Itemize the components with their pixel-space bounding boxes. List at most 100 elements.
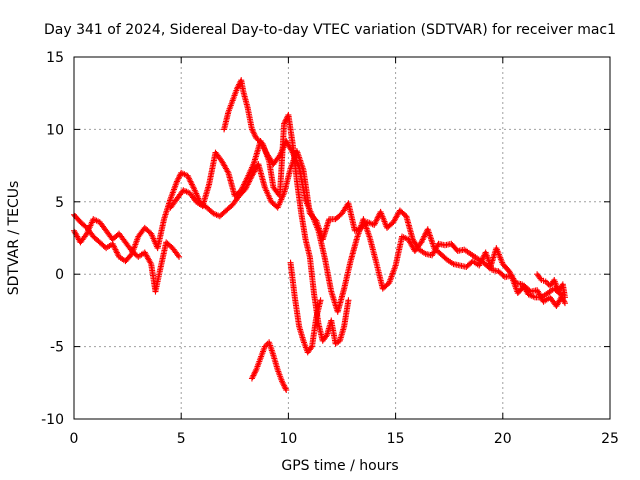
data-point-marker <box>184 172 191 179</box>
plot-frame <box>73 56 611 420</box>
data-point-marker <box>243 175 250 182</box>
data-point-marker <box>280 381 287 388</box>
data-point-marker <box>190 184 197 191</box>
data-point-marker <box>282 117 289 124</box>
y-tick-label: 0 <box>55 267 64 283</box>
data-point-marker <box>175 175 182 182</box>
data-point-marker <box>239 184 246 191</box>
data-point-marker <box>561 300 568 307</box>
data-point-marker <box>537 275 544 282</box>
data-point-marker <box>281 384 288 391</box>
data-point-marker <box>419 236 426 243</box>
data-point-marker <box>279 379 286 386</box>
data-point-marker <box>111 243 118 250</box>
data-point-marker <box>241 179 248 186</box>
data-point-marker <box>109 240 116 247</box>
data-point-marker <box>235 82 242 89</box>
data-point-marker <box>479 256 486 263</box>
data-point-marker <box>282 385 289 392</box>
data-point-marker <box>173 178 180 185</box>
data-point-marker <box>241 181 248 188</box>
y-tick-label: 10 <box>46 122 64 138</box>
data-point-marker <box>251 371 258 378</box>
y-tick-label: -10 <box>41 412 64 428</box>
data-point-marker <box>421 232 428 239</box>
data-point-marker <box>251 369 258 376</box>
data-point-marker <box>249 374 256 381</box>
data-point-marker <box>174 252 181 259</box>
data-point-marker <box>112 246 119 253</box>
data-point-marker <box>248 126 255 133</box>
chart-title: Day 341 of 2024, Sidereal Day-to-day VTE… <box>44 22 616 38</box>
data-point-marker <box>176 253 183 260</box>
data-point-marker <box>188 181 195 188</box>
data-point-marker <box>420 235 427 241</box>
data-point-marker <box>185 174 192 181</box>
x-tick-label: 25 <box>601 431 619 447</box>
y-tick-label: 5 <box>55 195 64 211</box>
data-point-marker <box>307 345 314 352</box>
data-point-marker <box>476 262 483 269</box>
data-point-marker <box>110 242 117 249</box>
data-point-marker <box>372 219 379 226</box>
data-point-marker <box>174 177 181 184</box>
data-point-marker <box>251 132 258 139</box>
data-point-marker <box>113 249 120 256</box>
data-point-marker <box>479 255 486 262</box>
data-point-marker <box>476 261 483 268</box>
y-tick-label: 15 <box>46 50 64 66</box>
data-point-marker <box>238 187 245 194</box>
data-point-marker <box>186 175 193 182</box>
data-point-marker <box>176 172 183 179</box>
data-point-marker <box>251 130 258 137</box>
x-tick-label: 15 <box>387 431 405 447</box>
data-point-marker <box>82 232 89 239</box>
data-point-marker <box>281 119 288 126</box>
data-point-marker <box>542 278 549 285</box>
data-point-marker <box>147 259 154 266</box>
data-point-marker <box>224 168 231 175</box>
data-point-marker <box>345 297 352 304</box>
data-point-marker <box>189 182 196 189</box>
data-point-marker <box>250 129 257 136</box>
data-point-marker <box>176 174 183 181</box>
data-point-marker <box>278 378 285 385</box>
data-point-marker <box>478 258 485 265</box>
data-point-marker <box>249 127 256 134</box>
data-markers <box>71 77 568 394</box>
data-point-marker <box>252 368 259 375</box>
data-point-marker <box>186 177 193 184</box>
data-point-marker <box>317 297 324 304</box>
data-point-marker <box>281 120 288 127</box>
data-point-marker <box>374 214 381 221</box>
data-point-marker <box>418 239 425 246</box>
data-point-marker <box>322 333 329 340</box>
data-point-marker <box>111 245 118 252</box>
data-point-marker <box>113 248 120 255</box>
data-point-marker <box>371 221 378 228</box>
data-point-marker <box>561 298 568 305</box>
data-point-marker <box>248 375 255 382</box>
data-point-marker <box>188 179 195 186</box>
x-tick-label: 10 <box>279 431 297 447</box>
y-tick-label: -5 <box>50 340 64 356</box>
data-point-marker <box>419 237 426 244</box>
data-point-marker <box>187 178 194 185</box>
data-point-marker <box>243 177 250 184</box>
data-point-marker <box>233 85 240 92</box>
data-point-marker <box>561 294 568 301</box>
data-point-marker <box>238 185 245 192</box>
data-point-marker <box>421 233 428 240</box>
data-point-marker <box>250 372 257 379</box>
data-point-marker <box>283 387 290 394</box>
data-point-marker <box>261 343 268 350</box>
axis-ticks: 0 5 10 15 20 25 -10 -5 0 5 10 15 <box>41 50 619 447</box>
data-point-marker <box>234 84 241 91</box>
data-point-marker <box>371 220 378 227</box>
x-tick-label: 0 <box>70 431 79 447</box>
x-tick-label: 20 <box>494 431 512 447</box>
x-axis-title: GPS time / hours <box>281 458 398 474</box>
y-axis-title: SDTVAR / TECUs <box>6 181 22 296</box>
data-point-marker <box>240 182 247 189</box>
